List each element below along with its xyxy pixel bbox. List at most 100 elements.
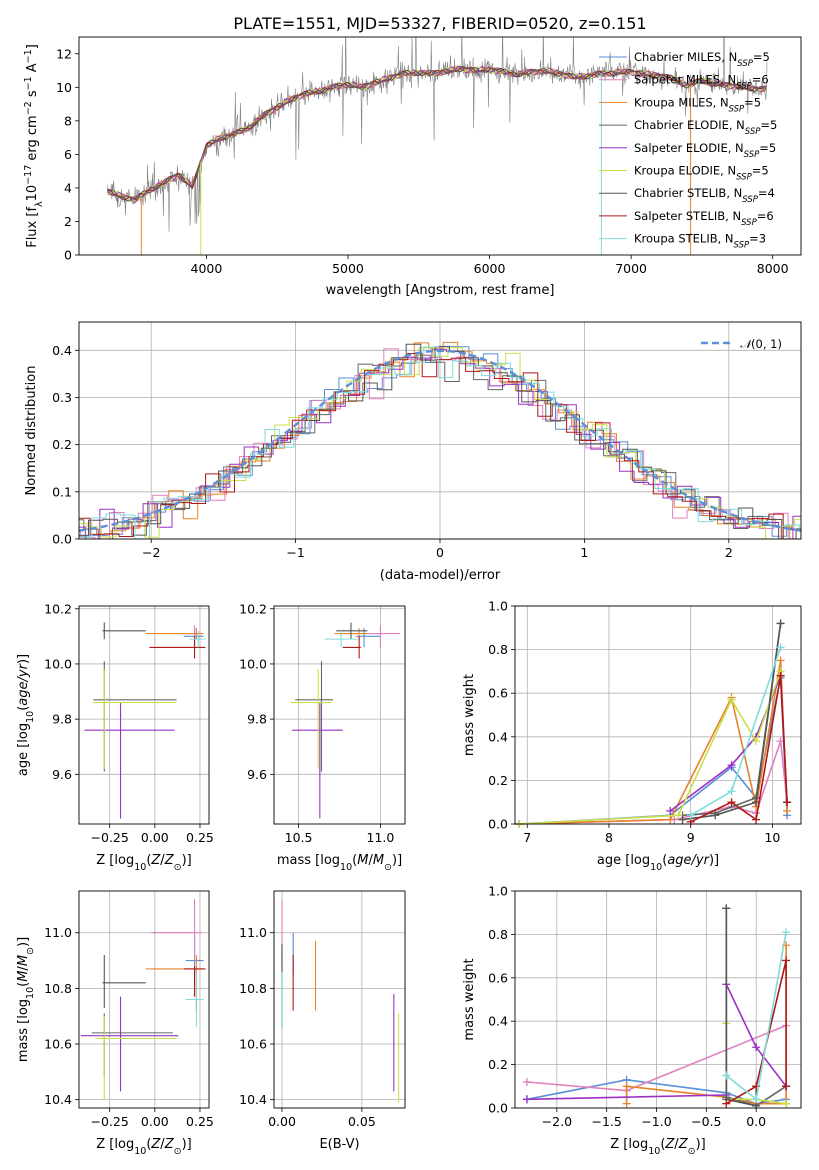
axis-label-part: 10 <box>648 1146 660 1157</box>
x-axis-label: mass [log10(M/M⊙)] <box>277 853 402 873</box>
normal-curve <box>79 349 801 532</box>
axis-label-part: M <box>373 853 384 868</box>
weight-vs-Z-frame <box>514 890 802 1109</box>
legend-label-part: =5 <box>759 141 776 155</box>
x-axis-label: E(B-V) <box>319 1137 359 1152</box>
series-line <box>725 960 787 1105</box>
axis-label-part: Z <box>164 853 175 868</box>
axis-label-part: age [ <box>16 743 31 776</box>
histogram-step <box>79 354 801 539</box>
mass-vs-Z-errorbars <box>80 899 206 1100</box>
x-tick-label: −0.25 <box>91 1114 129 1129</box>
axis-label-part: ⊙ <box>384 862 392 873</box>
y-tick-label: 0.2 <box>488 1057 508 1072</box>
x-axis-label: (data-model)/error <box>380 568 501 583</box>
y-tick-label: 10.6 <box>44 1037 72 1052</box>
weight-vs-age-series <box>515 619 792 828</box>
axis-label-part: ⊙ <box>174 862 182 873</box>
y-tick-label: 10.8 <box>44 981 72 996</box>
x-tick-label: −1.5 <box>591 1114 621 1129</box>
legend-label-part: Chabrier STELIB, N <box>634 186 742 200</box>
axis-label-part: Z <box>164 1137 175 1152</box>
legend-label-part: SSP <box>745 127 761 137</box>
y-tick-label: 10.0 <box>239 656 267 671</box>
axis-label-part: M <box>16 971 31 982</box>
weight-vs-age-frame <box>514 605 802 825</box>
y-tick-label: 10.2 <box>44 601 72 616</box>
spectrum-frame <box>78 36 802 256</box>
model-curve <box>106 65 767 200</box>
age-vs-Z-errorbars <box>84 622 206 819</box>
legend-label-part: (0, 1) <box>751 337 782 351</box>
legend-label-part: =6 <box>752 73 769 87</box>
axis-label-part: ( <box>146 853 151 868</box>
axis-label-part: ( <box>16 706 31 711</box>
y-tick-label: 2 <box>64 214 72 229</box>
series-line <box>725 908 757 1107</box>
age-vs-Z-frame <box>78 605 210 825</box>
axis-label-part: 10 <box>25 711 36 723</box>
axis-label-part: / <box>160 1137 165 1152</box>
mass-vs-ebv-axes: 0.00 0.05 10.4 10.6 10.8 11.0 <box>239 891 405 1129</box>
histogram-step <box>79 348 801 539</box>
axis-label-part: 10 <box>650 862 662 873</box>
legend-label: Salpeter STELIB, NSSP=6 <box>634 209 774 228</box>
axis-label-part: λ <box>34 201 45 207</box>
axis-label-part: Z <box>150 853 161 868</box>
x-tick-label: 0.25 <box>186 830 214 845</box>
axis-label-part: ( <box>660 1137 665 1152</box>
x-tick-label: 11.0 <box>367 830 395 845</box>
figure-title: PLATE=1551, MJD=53327, FIBERID=0520, z=0… <box>233 14 646 33</box>
x-tick-label: 0.00 <box>268 1114 296 1129</box>
model-curve <box>107 66 767 202</box>
y-tick-label: 0.2 <box>488 773 508 788</box>
axis-label-part: ] <box>16 654 31 659</box>
legend-label-part: =3 <box>749 232 766 246</box>
axis-label-part: Z [ <box>96 1137 114 1152</box>
y-tick-label: 0.0 <box>488 1101 508 1116</box>
axis-label-part: 10 <box>134 862 146 873</box>
x-axis-label: Z [log10(Z/Z⊙)] <box>96 853 191 873</box>
spectrum-axes: 4000 5000 6000 7000 8000 0 2 4 6 8 10 12 <box>56 46 789 276</box>
y-tick-label: 4 <box>64 180 72 195</box>
axis-label-part: / <box>368 853 373 868</box>
x-tick-label: 0 <box>436 545 444 560</box>
histogram-step <box>79 348 801 539</box>
legend-label: Chabrier MILES, NSSP=5 <box>634 50 770 69</box>
axis-label-part: ] <box>714 853 719 868</box>
axis-label-part: log <box>114 853 134 868</box>
axis-label-part: M <box>16 955 31 966</box>
axis-label-part: Z <box>678 1137 689 1152</box>
x-axis-label: Z [log10(Z/Z⊙)] <box>610 1137 705 1157</box>
axis-label-part: log <box>16 723 31 743</box>
series-line <box>690 647 782 816</box>
y-tick-label: 0.6 <box>488 686 508 701</box>
legend-label-part: =6 <box>757 209 774 223</box>
axis-label-part: ( <box>662 853 667 868</box>
legend-label-part: SSP <box>729 104 745 114</box>
y-tick-label: 0.4 <box>488 729 508 744</box>
axis-label-part: / <box>16 966 31 971</box>
mass-vs-ebv-frame <box>273 890 406 1109</box>
axis-label-part: erg cm <box>25 115 40 164</box>
axis-label-part: / <box>160 853 165 868</box>
x-tick-label: −2.0 <box>542 1114 572 1129</box>
hist-lines <box>79 341 801 539</box>
x-tick-label: −1.0 <box>641 1114 671 1129</box>
y-axis-label: age [log10(age/yr)] <box>16 654 36 776</box>
legend-label-part: =5 <box>752 164 769 178</box>
x-tick-label: 2 <box>725 545 733 560</box>
histogram-step <box>79 343 801 539</box>
y-tick-label: 10.8 <box>239 981 267 996</box>
axis-label-part: mass [ <box>16 1019 31 1062</box>
weight-vs-Z-axes: −2.0 −1.5 −1.0 −0.5 0.0 0.0 0.2 0.4 0.6 0.8 1.0 <box>488 884 801 1129</box>
x-tick-label: −0.25 <box>91 830 129 845</box>
y-tick-label: 0.0 <box>488 817 508 832</box>
axis-label-part: ] <box>187 853 192 868</box>
x-tick-label: 8000 <box>757 261 789 276</box>
x-tick-label: 0.0 <box>746 1114 766 1129</box>
age-vs-mass-axes: 10.5 11.0 9.6 9.8 10.0 10.2 <box>239 601 405 845</box>
axis-label-part: −17 <box>23 165 34 185</box>
axis-label-part: ) <box>16 659 31 664</box>
axis-label-part: ] <box>397 853 402 868</box>
